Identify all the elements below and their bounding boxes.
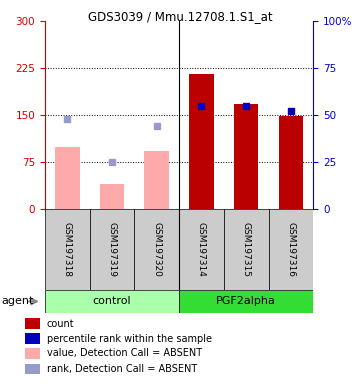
Bar [25, 348, 40, 359]
Bar [234, 104, 258, 209]
Bar [134, 209, 179, 290]
Text: agent: agent [2, 296, 34, 306]
Bar [189, 74, 214, 209]
Bar [100, 184, 124, 209]
Text: rank, Detection Call = ABSENT: rank, Detection Call = ABSENT [47, 364, 197, 374]
Text: value, Detection Call = ABSENT: value, Detection Call = ABSENT [47, 348, 202, 358]
Bar [55, 147, 80, 209]
Text: GSM197316: GSM197316 [286, 222, 295, 277]
Text: GSM197315: GSM197315 [242, 222, 251, 277]
Bar [224, 209, 269, 290]
Text: GSM197320: GSM197320 [152, 222, 161, 277]
Bar [45, 290, 179, 313]
Bar [269, 209, 313, 290]
Bar [179, 290, 313, 313]
Bar [25, 333, 40, 344]
Bar [25, 318, 40, 329]
Bar [144, 151, 169, 209]
Text: count: count [47, 319, 75, 329]
Text: GSM197319: GSM197319 [108, 222, 117, 277]
Text: control: control [93, 296, 131, 306]
Bar [179, 209, 224, 290]
Text: GSM197318: GSM197318 [63, 222, 72, 277]
Text: PGF2alpha: PGF2alpha [216, 296, 276, 306]
Text: percentile rank within the sample: percentile rank within the sample [47, 334, 212, 344]
Bar [45, 209, 90, 290]
Bar [90, 209, 134, 290]
Text: GDS3039 / Mmu.12708.1.S1_at: GDS3039 / Mmu.12708.1.S1_at [88, 10, 272, 23]
Text: GSM197314: GSM197314 [197, 222, 206, 277]
Bar [279, 116, 303, 209]
Bar [25, 364, 40, 374]
